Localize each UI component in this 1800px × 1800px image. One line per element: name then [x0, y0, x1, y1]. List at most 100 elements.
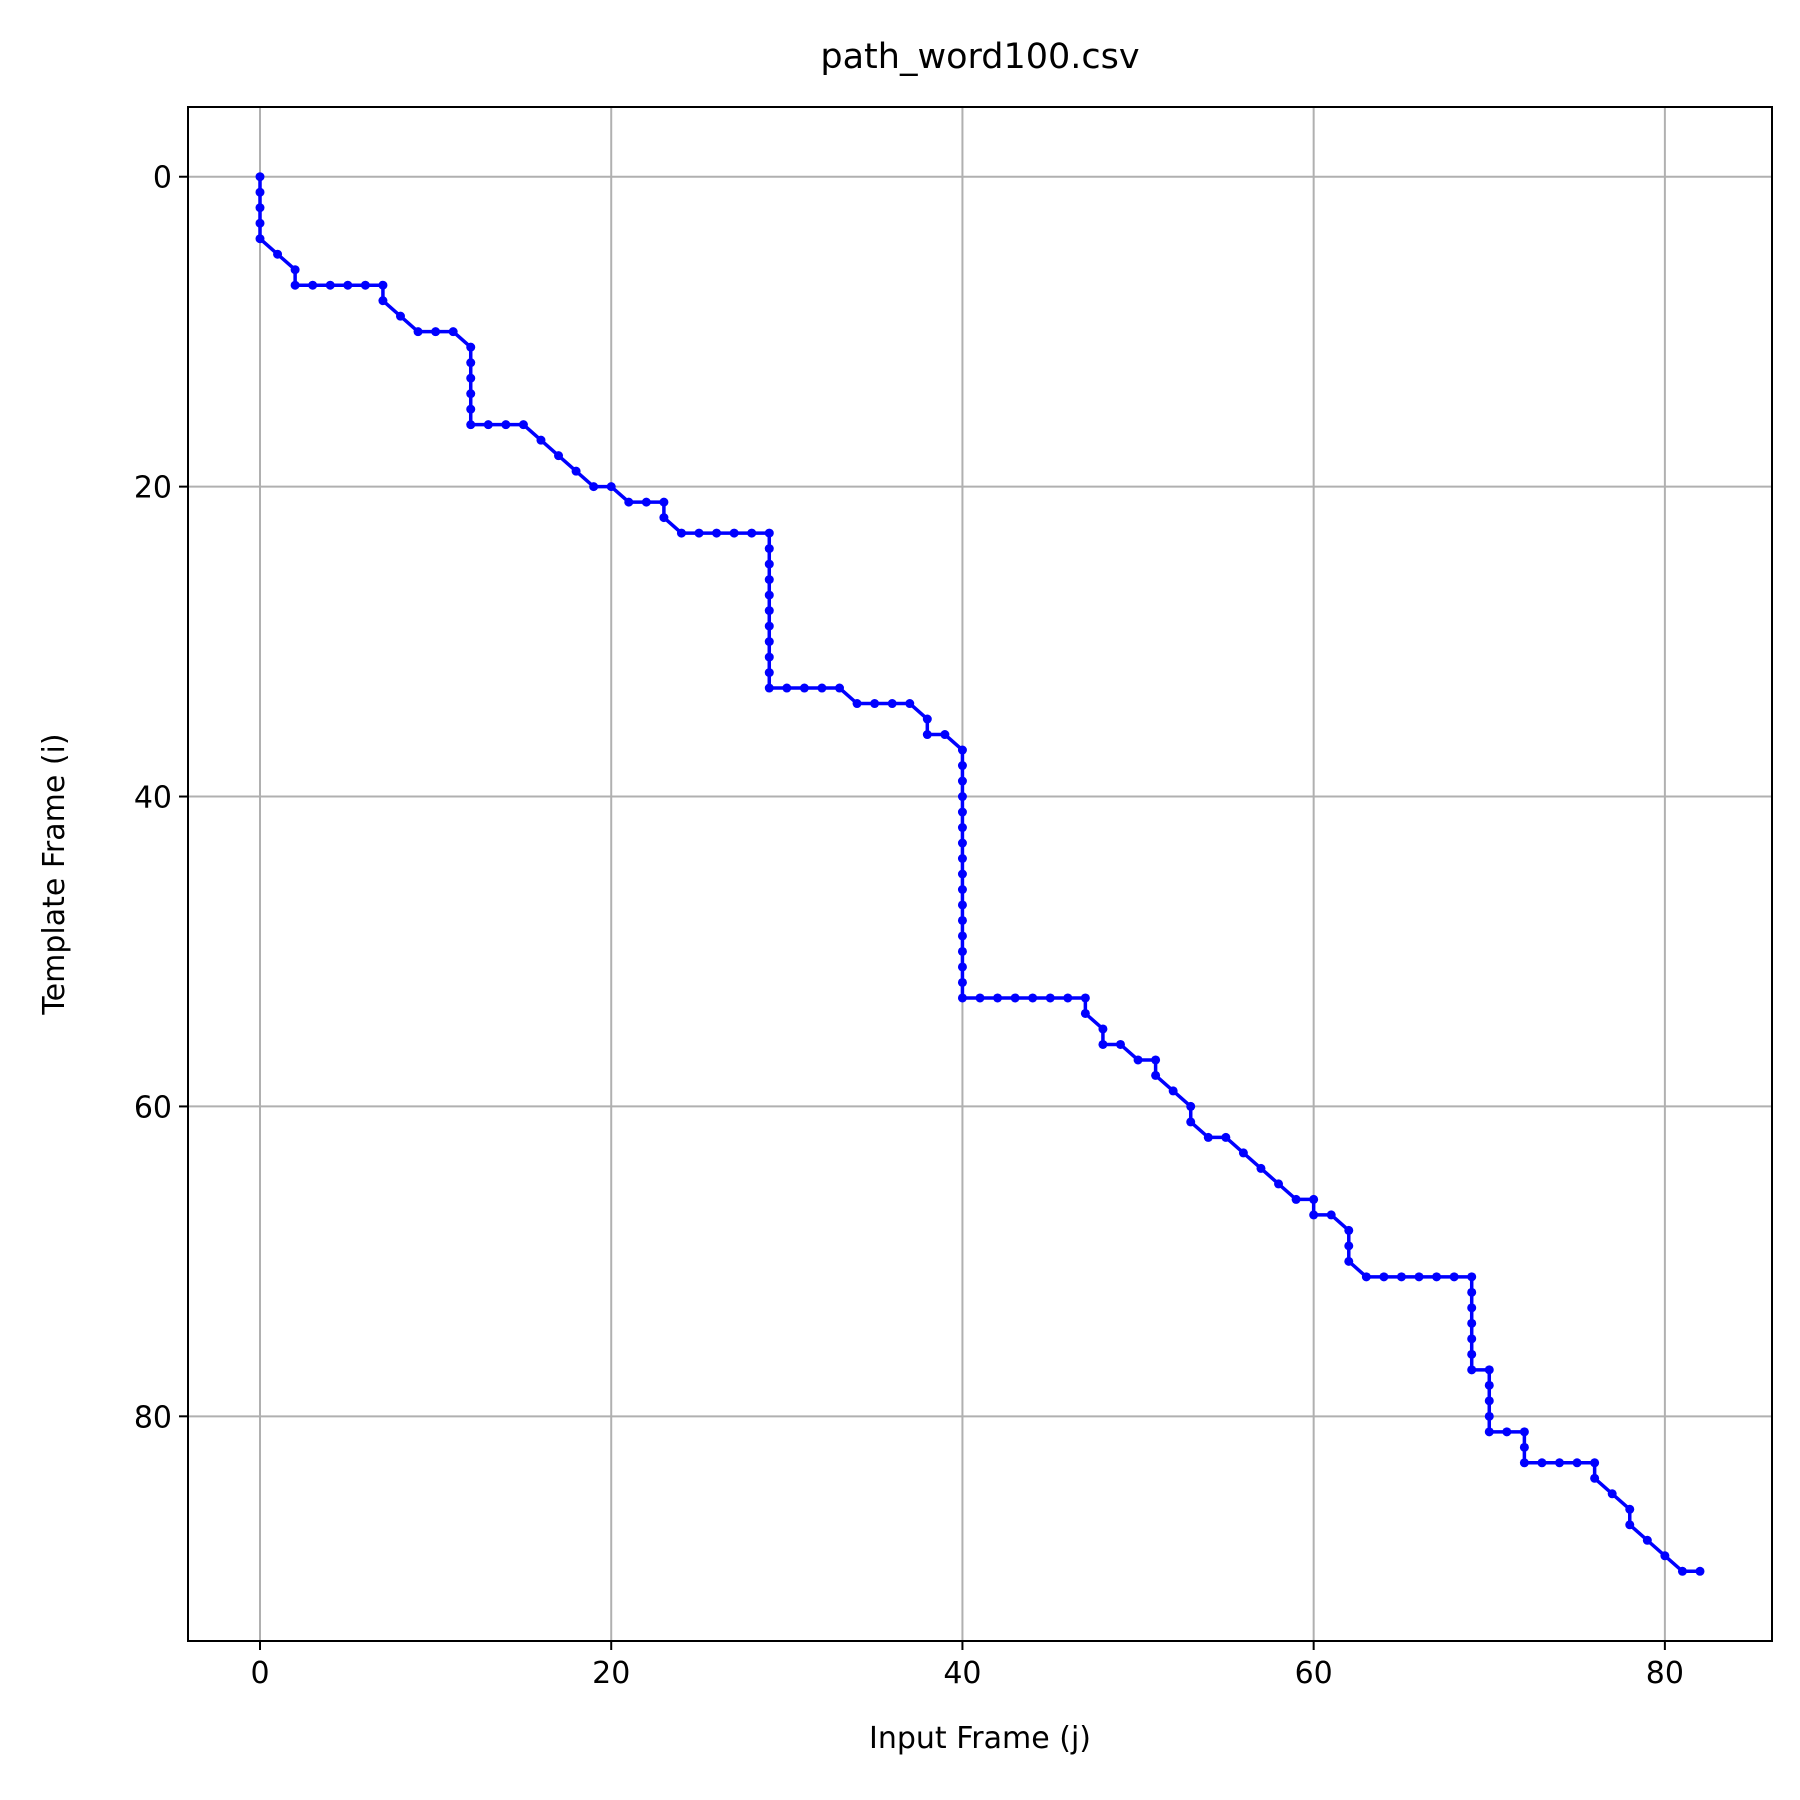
data-point [957, 792, 967, 802]
data-point [957, 838, 967, 848]
data-point [413, 327, 423, 337]
data-point [1151, 1070, 1161, 1080]
data-point [1519, 1442, 1529, 1452]
x-axis-label: Input Frame (j) [869, 1721, 1091, 1756]
data-point [957, 962, 967, 972]
data-point [764, 590, 774, 600]
data-point [799, 683, 809, 693]
data-point [659, 513, 669, 523]
data-point [957, 776, 967, 786]
y-tick-label: 40 [134, 781, 172, 816]
data-point [1151, 1055, 1161, 1065]
data-point [957, 745, 967, 755]
data-point [1098, 1024, 1108, 1034]
data-point [1484, 1427, 1494, 1437]
data-point [747, 528, 757, 538]
data-point [957, 807, 967, 817]
data-point [975, 993, 985, 1003]
data-point [764, 668, 774, 678]
data-point [1484, 1411, 1494, 1421]
data-point [1660, 1551, 1670, 1561]
data-point [1519, 1427, 1529, 1437]
y-axis-label: Template Frame (i) [37, 733, 72, 1015]
data-point [905, 699, 915, 709]
data-point [1467, 1365, 1477, 1375]
data-point [1133, 1055, 1143, 1065]
data-point [466, 373, 476, 383]
data-point [957, 900, 967, 910]
data-point [1361, 1272, 1371, 1282]
plot-frame [187, 106, 1773, 1642]
data-point [957, 869, 967, 879]
data-point [1010, 993, 1020, 1003]
data-point [1396, 1272, 1406, 1282]
data-point [624, 497, 634, 507]
data-point [1467, 1349, 1477, 1359]
data-point [431, 327, 441, 337]
data-point [694, 528, 704, 538]
data-point [764, 559, 774, 569]
data-point [1695, 1566, 1705, 1576]
data-point [255, 172, 265, 182]
data-point [1326, 1210, 1336, 1220]
data-point [1467, 1334, 1477, 1344]
data-point [1572, 1458, 1582, 1468]
data-point [501, 420, 511, 430]
data-point [1186, 1117, 1196, 1127]
data-point [466, 342, 476, 352]
data-point [1484, 1365, 1494, 1375]
data-point [1607, 1489, 1617, 1499]
data-point [764, 637, 774, 647]
data-point [343, 280, 353, 290]
data-point [1309, 1210, 1319, 1220]
data-point [764, 544, 774, 554]
data-point [1344, 1241, 1354, 1251]
data-point [1080, 993, 1090, 1003]
data-point [641, 497, 651, 507]
data-point [1186, 1101, 1196, 1111]
x-tick-label: 20 [592, 1656, 630, 1691]
data-point [676, 528, 686, 538]
x-tick-label: 60 [1295, 1656, 1333, 1691]
x-tick-label: 0 [250, 1656, 269, 1691]
data-point [255, 234, 265, 244]
data-point [1063, 993, 1073, 1003]
data-point [466, 420, 476, 430]
data-point [395, 311, 405, 321]
data-point [957, 884, 967, 894]
data-point [466, 389, 476, 399]
data-point [1484, 1380, 1494, 1390]
data-point [273, 249, 283, 259]
data-point [764, 575, 774, 585]
x-tick-label: 80 [1646, 1656, 1684, 1691]
data-point [1519, 1458, 1529, 1468]
data-point [1080, 1008, 1090, 1018]
data-point [764, 606, 774, 616]
data-point [957, 993, 967, 1003]
x-tick-label: 40 [943, 1656, 981, 1691]
data-point [764, 652, 774, 662]
data-point [325, 280, 335, 290]
data-point [536, 435, 546, 445]
data-point [466, 358, 476, 368]
data-point [1045, 993, 1055, 1003]
data-point [1467, 1318, 1477, 1328]
data-point [957, 931, 967, 941]
data-point [957, 854, 967, 864]
data-point [817, 683, 827, 693]
data-point [448, 327, 458, 337]
data-point [1344, 1225, 1354, 1235]
data-point [782, 683, 792, 693]
data-point [957, 915, 967, 925]
data-point [1449, 1272, 1459, 1282]
data-point [1344, 1256, 1354, 1266]
data-point [659, 497, 669, 507]
data-point [290, 265, 300, 275]
data-point [957, 761, 967, 771]
data-point [1098, 1039, 1108, 1049]
data-point [1467, 1287, 1477, 1297]
data-point [360, 280, 370, 290]
data-point [1625, 1520, 1635, 1530]
